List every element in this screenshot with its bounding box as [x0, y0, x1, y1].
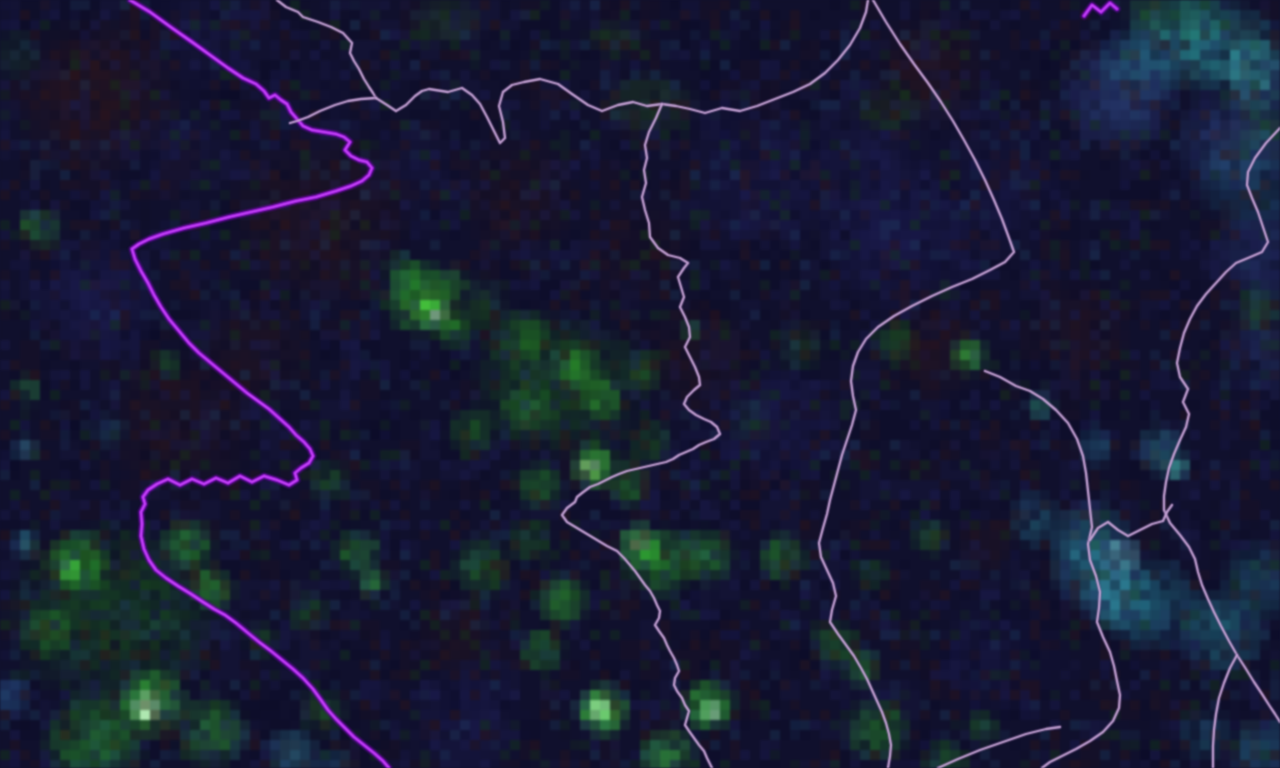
admin-borders-overlay-canvas	[0, 0, 1280, 768]
weather-satellite-map-viewport[interactable]	[0, 0, 1280, 768]
